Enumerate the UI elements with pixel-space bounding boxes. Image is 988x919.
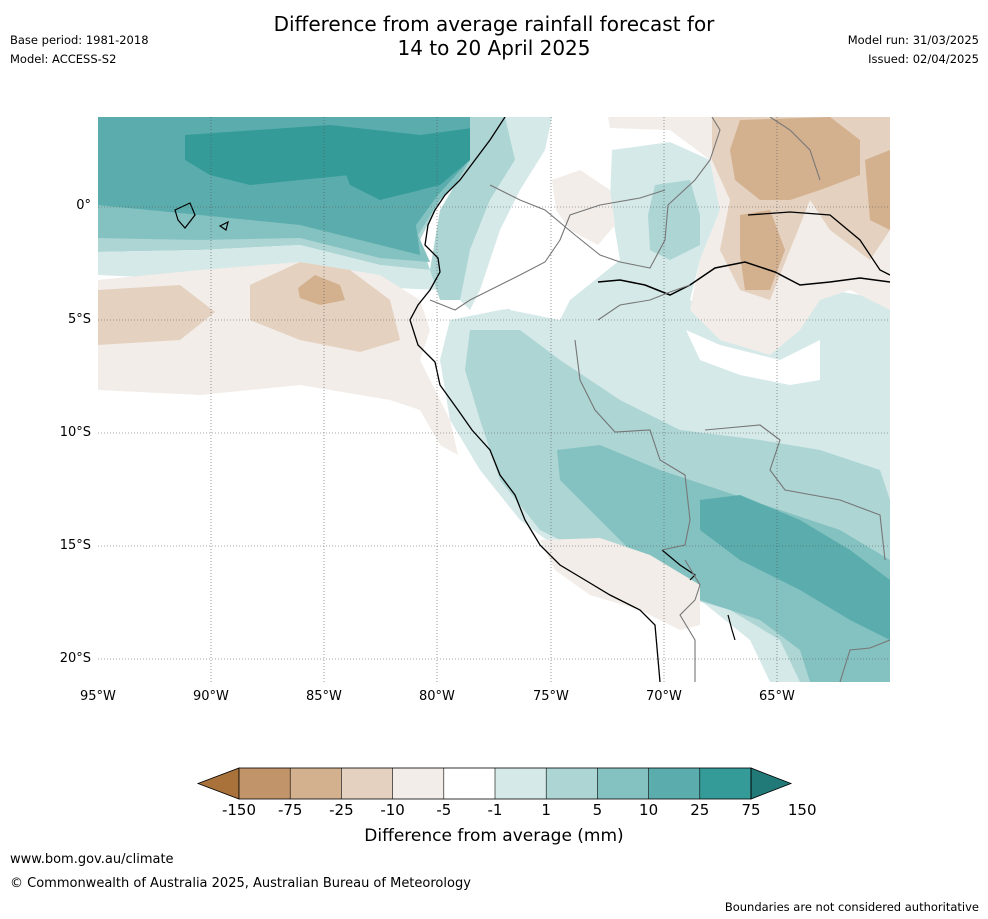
issued-date: Issued: 02/04/2025 xyxy=(868,52,979,66)
graticule xyxy=(98,117,890,682)
colorbar-tick-label: -5 xyxy=(436,801,452,819)
colorbar-tick-label: 75 xyxy=(741,801,761,819)
colorbar-tick-label: 1 xyxy=(541,801,551,819)
lon-label-70w: 70°W xyxy=(646,689,682,704)
base-period: Base period: 1981-2018 xyxy=(10,33,149,47)
colorbar-segment xyxy=(495,768,547,799)
rainfall-contours xyxy=(98,117,890,682)
lat-label-15s: 15°S xyxy=(59,538,91,553)
colorbar-segment xyxy=(290,768,342,799)
colorbar-segment xyxy=(341,768,393,799)
colorbar-segment xyxy=(443,768,495,799)
footer-url: www.bom.gov.au/climate xyxy=(10,852,174,867)
map-title: Difference from average rainfall forecas… xyxy=(0,12,988,60)
colorbar-segment xyxy=(239,768,291,799)
colorbar-segment xyxy=(546,768,598,799)
colorbar-arrow-low xyxy=(196,767,240,800)
colorbar-tick-label: 5 xyxy=(592,801,603,819)
lon-label-85w: 85°W xyxy=(306,689,342,704)
model-run: Model run: 31/03/2025 xyxy=(847,33,979,47)
lat-label-0: 0° xyxy=(76,198,91,213)
colorbar-segment xyxy=(392,768,444,799)
coastlines xyxy=(174,117,890,682)
footer-copyright: © Commonwealth of Australia 2025, Austra… xyxy=(10,876,471,891)
colorbar-tick-label: 150 xyxy=(787,801,817,819)
footer-note: Boundaries are not considered authoritat… xyxy=(724,900,979,914)
colorbar-segment xyxy=(699,768,751,799)
colorbar-tick-label: 10 xyxy=(639,801,659,819)
country-borders xyxy=(429,117,890,682)
colorbar-label: Difference from average (mm) xyxy=(364,826,624,846)
lon-label-80w: 80°W xyxy=(419,689,455,704)
colorbar xyxy=(196,767,793,800)
colorbar-segment xyxy=(648,768,700,799)
lon-label-75w: 75°W xyxy=(533,689,569,704)
lat-label-5s: 5°S xyxy=(67,312,91,327)
model-name: Model: ACCESS-S2 xyxy=(10,52,117,66)
lat-label-10s: 10°S xyxy=(59,425,91,440)
colorbar-tick-label: -150 xyxy=(221,801,257,819)
colorbar-arrow-high xyxy=(750,767,793,800)
colorbar-tick-label: 25 xyxy=(690,801,710,819)
title-line-1: Difference from average rainfall forecas… xyxy=(273,12,715,36)
colorbar-tick-label: -10 xyxy=(380,801,405,819)
title-line-2: 14 to 20 April 2025 xyxy=(397,36,591,60)
lon-label-65w: 65°W xyxy=(759,689,795,704)
colorbar-tick-label: -1 xyxy=(487,801,503,819)
colorbar-tick-label: -75 xyxy=(277,801,303,819)
lat-label-20s: 20°S xyxy=(59,651,91,666)
colorbar-tick-label: -25 xyxy=(329,801,354,819)
lon-label-95w: 95°W xyxy=(80,689,116,704)
colorbar-segment xyxy=(597,768,649,799)
lon-label-90w: 90°W xyxy=(193,689,229,704)
